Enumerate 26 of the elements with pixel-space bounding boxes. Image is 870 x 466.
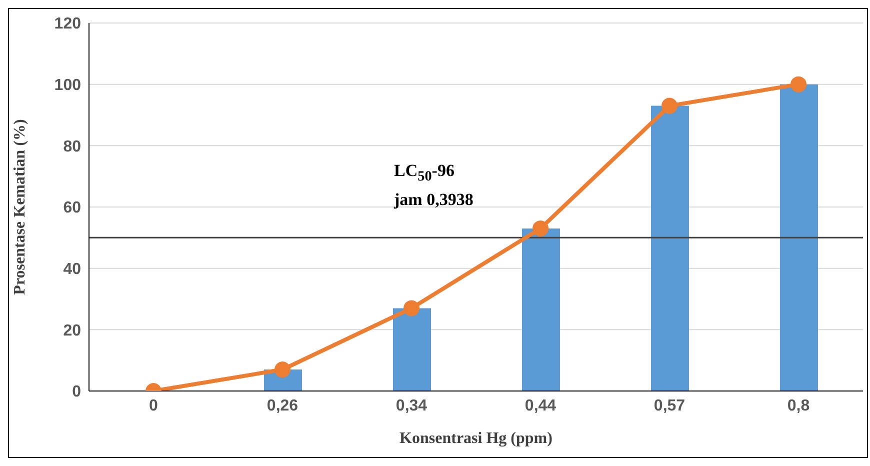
point: [274, 362, 290, 378]
y-tick-label: 100: [54, 77, 82, 94]
bar: [522, 228, 560, 391]
point: [662, 98, 678, 114]
point: [790, 76, 806, 92]
bar: [651, 106, 689, 391]
x-tick-label: 0,8: [787, 397, 810, 414]
x-axis-title: Konsentrasi Hg (ppm): [400, 430, 552, 447]
point: [404, 300, 420, 316]
x-tick-label: 0,44: [524, 397, 556, 414]
x-tick-label: 0,26: [266, 397, 298, 414]
y-tick-label: 80: [63, 138, 82, 156]
y-tick-label: 120: [54, 16, 82, 33]
y-tick-label: 0: [72, 384, 82, 401]
bar: [393, 308, 431, 391]
y-tick-label: 20: [63, 322, 82, 340]
x-tick-label: 0,34: [396, 397, 428, 414]
x-tick-label: 0,57: [654, 397, 686, 414]
y-tick-label: 40: [63, 261, 82, 278]
bar: [780, 84, 818, 391]
y-axis-title: Prosentase Kematian (%): [12, 119, 29, 295]
point: [532, 220, 548, 236]
annotation: LC$_{50}$-96: [394, 160, 456, 186]
y-tick-label: 60: [63, 200, 82, 217]
x-tick-label: 0: [149, 397, 158, 414]
annotation: jam 0,3938: [394, 189, 474, 212]
